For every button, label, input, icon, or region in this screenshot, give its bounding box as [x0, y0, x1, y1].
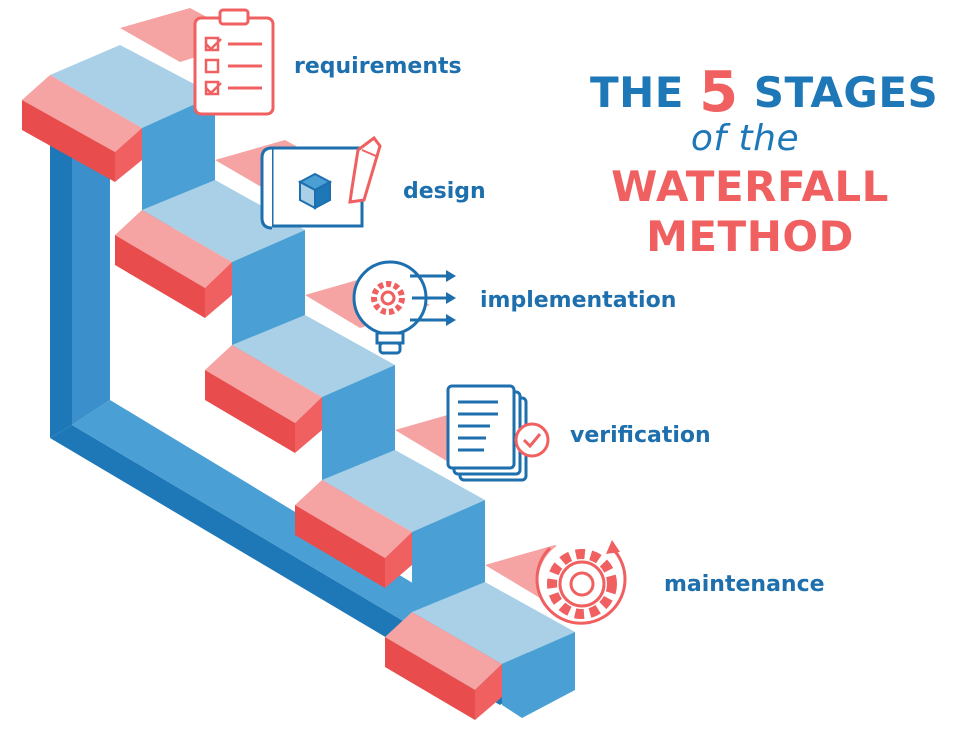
clipboard-checklist-icon — [193, 8, 275, 116]
documents-check-icon — [446, 384, 550, 482]
blueprint-pencil-icon — [260, 135, 382, 230]
stage-label-requirements: requirements — [294, 54, 462, 79]
title-number: 5 — [699, 60, 739, 125]
title-line-2: of the — [690, 118, 800, 159]
step-5 — [385, 545, 610, 720]
stage-label-implementation: implementation — [480, 288, 677, 313]
stage-label-design: design — [403, 179, 486, 204]
title-stages: STAGES — [753, 68, 939, 117]
gear-refresh-icon — [535, 538, 627, 626]
title-line-4: METHOD — [646, 212, 854, 261]
stage-label-verification: verification — [570, 423, 711, 448]
title-line-1: THE 5 STAGES — [590, 60, 938, 125]
stage-label-maintenance: maintenance — [664, 572, 825, 597]
title-line-3: WATERFALL — [611, 162, 889, 211]
title-the: THE — [590, 68, 684, 117]
lightbulb-gear-icon — [352, 260, 456, 355]
